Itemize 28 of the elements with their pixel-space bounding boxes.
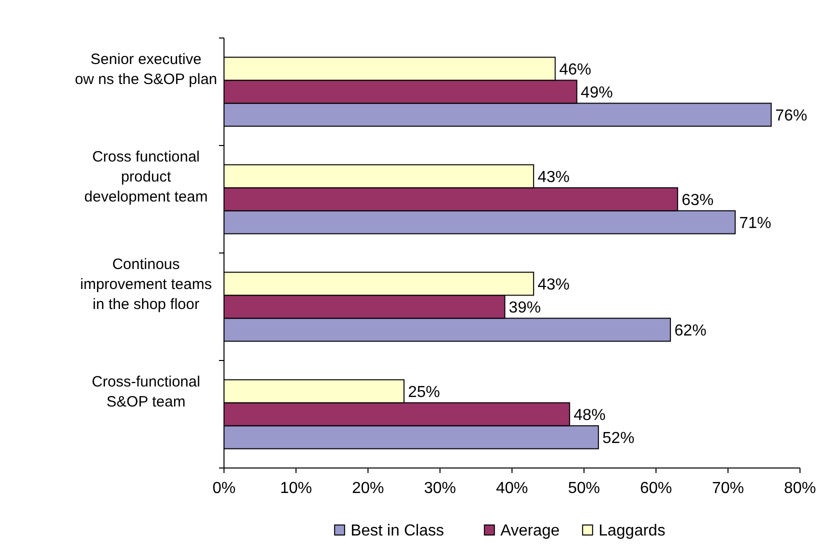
x-tick-label: 10% bbox=[280, 480, 312, 497]
data-label: 71% bbox=[739, 214, 772, 232]
x-tick-label: 60% bbox=[640, 480, 672, 497]
x-tick-label: 20% bbox=[352, 480, 384, 497]
y-tick-label: Cross-functional S&OP team bbox=[92, 373, 200, 410]
y-tick-label: Senior executive ow ns the S&OP plan bbox=[74, 50, 218, 88]
x-tick-label: 40% bbox=[496, 480, 528, 497]
data-label: 76% bbox=[775, 107, 808, 124]
data-label: 49% bbox=[580, 84, 613, 102]
data-label: 62% bbox=[674, 322, 706, 340]
data-label: 25% bbox=[408, 384, 440, 401]
x-tick-label: 50% bbox=[568, 480, 600, 497]
x-tick-label: 80% bbox=[784, 480, 816, 497]
data-label: 63% bbox=[682, 192, 714, 209]
x-tick-label: 0% bbox=[212, 480, 236, 497]
legend-label: Average bbox=[500, 522, 560, 540]
x-tick-label: 70% bbox=[712, 480, 744, 497]
data-label: 48% bbox=[574, 406, 606, 424]
legend-label: Laggards bbox=[598, 522, 666, 540]
data-label: 52% bbox=[602, 430, 634, 447]
data-label: 46% bbox=[559, 61, 592, 78]
data-label: 43% bbox=[538, 276, 570, 294]
y-tick-label: Continous improvement teams in the shop floor bbox=[80, 256, 212, 313]
x-tick-label: 30% bbox=[424, 480, 456, 497]
data-label: 43% bbox=[538, 168, 570, 186]
y-tick-label: Cross functional product development team bbox=[84, 148, 208, 206]
legend-label: Best in Class bbox=[350, 522, 444, 540]
data-label: 39% bbox=[508, 299, 541, 316]
